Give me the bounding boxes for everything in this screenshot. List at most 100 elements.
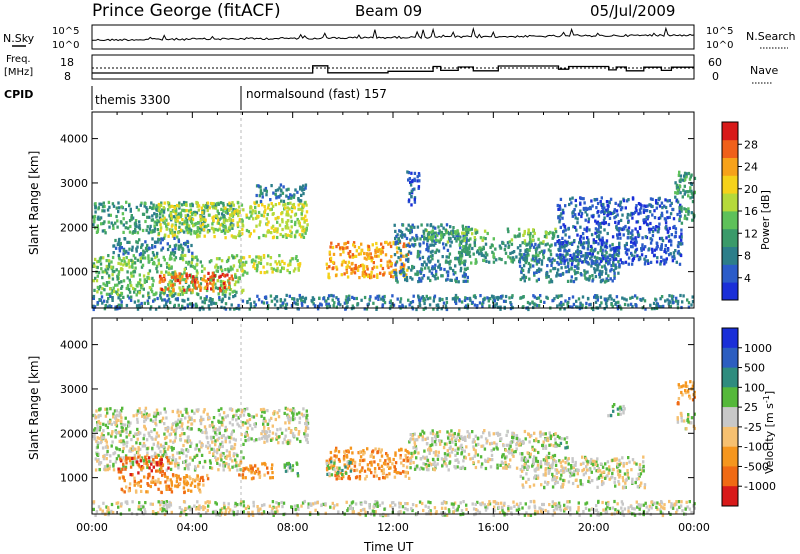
scatter-cell (302, 216, 306, 221)
scatter-cell (136, 284, 139, 288)
scatter-cell (398, 305, 401, 309)
scatter-cell (138, 454, 141, 458)
scatter-cell (159, 470, 162, 474)
scatter-cell (212, 202, 215, 206)
scatter-cell (611, 211, 614, 215)
scatter-cell (347, 251, 350, 255)
scatter-cell (580, 273, 583, 277)
scatter-cell (211, 440, 214, 444)
scatter-cell (506, 227, 510, 231)
scatter-cell (556, 271, 559, 275)
scatter-cell (573, 257, 576, 262)
scatter-cell (262, 214, 266, 218)
scatter-cell (128, 240, 131, 244)
scatter-cell (253, 201, 256, 205)
scatter-cell (128, 204, 131, 208)
scatter-cell (221, 222, 224, 226)
scatter-cell (508, 296, 511, 300)
scatter-cell (256, 294, 259, 298)
power-colorbar-label: Power [dB] (759, 190, 772, 250)
scatter-cell (381, 303, 385, 307)
scatter-cell (434, 241, 437, 245)
scatter-cell (595, 294, 599, 298)
scatter-cell (136, 241, 139, 245)
scatter-cell (566, 258, 569, 262)
scatter-cell (447, 270, 450, 274)
scatter-cell (152, 293, 155, 297)
scatter-cell (259, 189, 263, 193)
scatter-cell (193, 484, 197, 488)
scatter-cell (146, 463, 149, 467)
scatter-cell (278, 223, 282, 227)
scatter-cell (170, 280, 173, 284)
scatter-cell (621, 206, 624, 210)
scatter-cell (586, 277, 589, 281)
scatter-cell (284, 226, 288, 230)
scatter-cell (264, 436, 267, 440)
scatter-cell (229, 265, 233, 269)
scatter-cell (284, 421, 287, 425)
scatter-cell (418, 179, 421, 183)
scatter-cell (232, 295, 235, 299)
scatter-cell (153, 245, 157, 249)
scatter-cell (200, 206, 203, 210)
scatter-cell (169, 212, 172, 216)
scatter-cell (221, 454, 224, 458)
scatter-cell (238, 234, 241, 238)
scatter-cell (407, 200, 411, 204)
scatter-cell (591, 215, 595, 219)
scatter-cell (464, 244, 467, 248)
scatter-cell (104, 414, 108, 418)
scatter-cell (357, 252, 361, 256)
scatter-cell (285, 235, 288, 239)
scatter-cell (93, 218, 96, 222)
scatter-cell (152, 442, 155, 446)
scatter-cell (346, 298, 350, 302)
scatter-cell (148, 472, 151, 476)
scatter-cell (253, 262, 256, 266)
scatter-cell (228, 216, 231, 220)
scatter-cell (557, 262, 560, 266)
scatter-cell (166, 299, 169, 303)
scatter-cell (674, 231, 678, 235)
scatter-cell (109, 213, 112, 217)
scatter-cell (445, 307, 449, 311)
scatter-cell (409, 251, 413, 255)
scatter-cell (457, 280, 460, 284)
scatter-cell (481, 302, 484, 306)
scatter-cell (455, 233, 458, 237)
scatter-cell (576, 248, 579, 253)
scatter-cell (676, 251, 680, 255)
scatter-cell (184, 226, 188, 230)
scatter-cell (271, 437, 274, 441)
scatter-cell (465, 247, 469, 251)
scatter-cell (373, 274, 376, 278)
scatter-cell (629, 213, 632, 217)
scatter-cell (140, 201, 143, 205)
scatter-cell (145, 228, 148, 232)
scatter-cell (396, 297, 399, 301)
scatter-cell (199, 282, 203, 286)
scatter-cell (246, 426, 249, 430)
scatter-cell (283, 437, 286, 441)
scatter-cell (115, 290, 118, 294)
scatter-cell (299, 199, 303, 203)
scatter-cell (669, 212, 673, 216)
scatter-cell (452, 226, 455, 230)
scatter-cell (661, 206, 664, 210)
scatter-cell (564, 204, 567, 208)
scatter-cell (454, 257, 457, 261)
scatter-cell (195, 277, 198, 281)
scatter-cell (457, 258, 460, 262)
scatter-cell (580, 254, 583, 258)
scatter-cell (642, 218, 645, 222)
scatter-cell (190, 221, 194, 225)
scatter-cell (637, 202, 641, 206)
scatter-cell (198, 488, 201, 492)
scatter-cell (108, 464, 112, 468)
scatter-cell (479, 249, 482, 253)
scatter-cell (160, 270, 163, 274)
scatter-cell (576, 270, 579, 274)
scatter-cell (107, 220, 110, 224)
scatter-cell (105, 457, 108, 461)
